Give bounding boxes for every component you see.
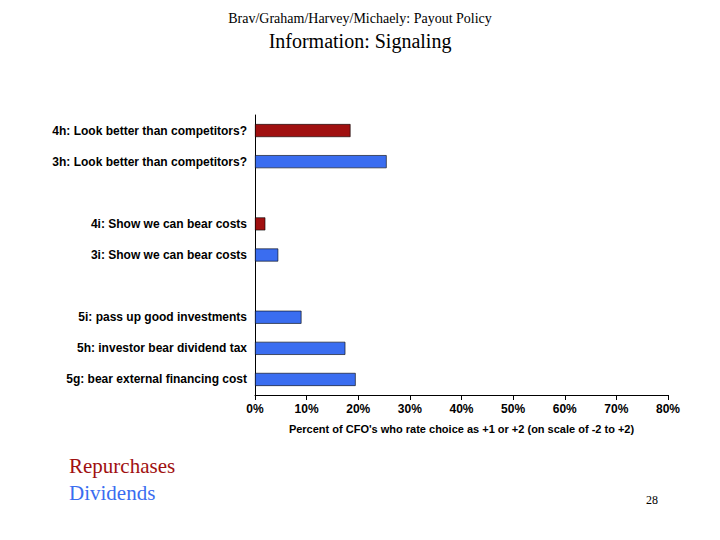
svg-text:4i: Show we can bear costs: 4i: Show we can bear costs	[91, 217, 247, 231]
svg-text:60%: 60%	[553, 402, 577, 416]
svg-text:5g: bear external financing co: 5g: bear external financing cost	[66, 372, 247, 386]
svg-text:4h: Look better than competito: 4h: Look better than competitors?	[52, 124, 247, 138]
svg-text:10%: 10%	[295, 402, 319, 416]
svg-text:30%: 30%	[398, 402, 422, 416]
svg-text:Dividends: Dividends	[69, 481, 155, 505]
svg-text:70%: 70%	[604, 402, 628, 416]
svg-text:80%: 80%	[656, 402, 680, 416]
svg-text:0%: 0%	[246, 402, 264, 416]
svg-text:Repurchases: Repurchases	[69, 454, 175, 478]
svg-text:28: 28	[646, 493, 658, 507]
svg-text:50%: 50%	[501, 402, 525, 416]
svg-text:Information: Signaling: Information: Signaling	[269, 30, 452, 53]
svg-text:3i: Show we can bear costs: 3i: Show we can bear costs	[91, 248, 247, 262]
svg-text:5i: pass up good investments: 5i: pass up good investments	[78, 310, 247, 324]
svg-text:40%: 40%	[449, 402, 473, 416]
svg-text:5h: investor bear dividend tax: 5h: investor bear dividend tax	[77, 341, 247, 355]
svg-text:3h: Look better than competito: 3h: Look better than competitors?	[52, 155, 247, 169]
svg-text:Percent of CFO's who rate choi: Percent of CFO's who rate choice as +1 o…	[289, 423, 635, 435]
svg-text:20%: 20%	[346, 402, 370, 416]
svg-text:Brav/Graham/Harvey/Michaely: P: Brav/Graham/Harvey/Michaely: Payout Poli…	[228, 11, 492, 26]
